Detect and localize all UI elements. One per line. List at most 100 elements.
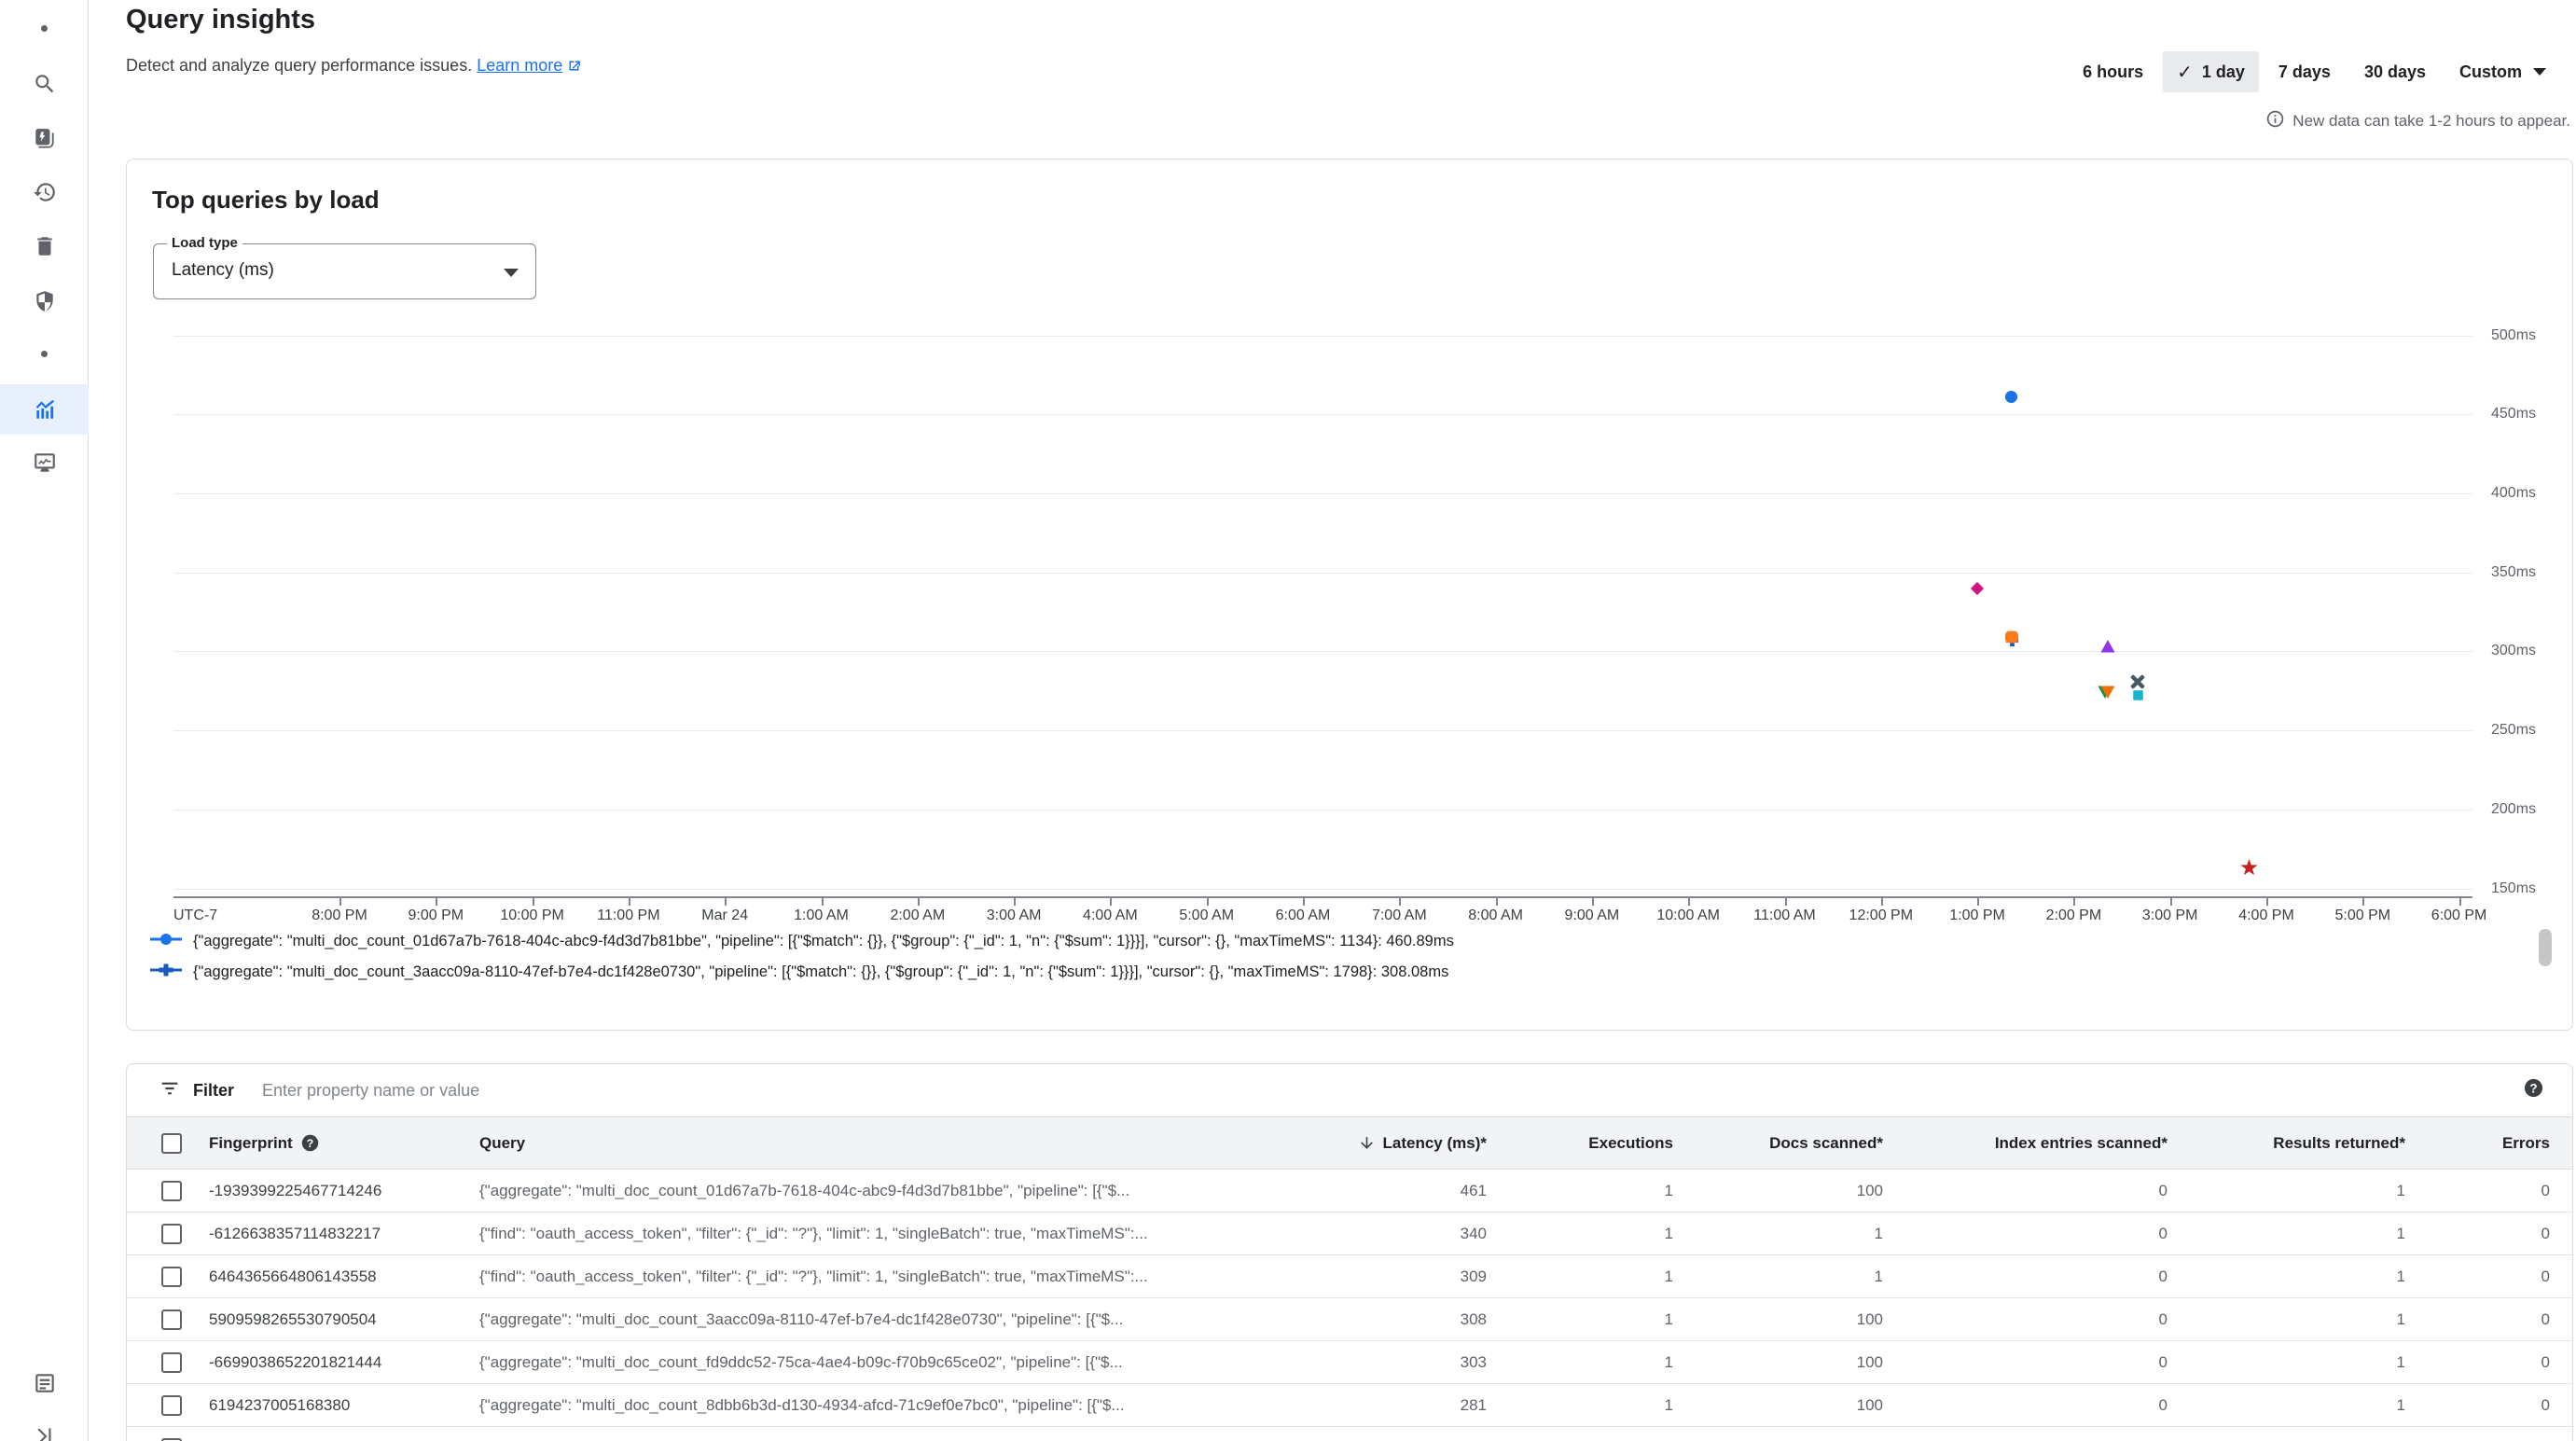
table-row[interactable]: 5909598265530790504 {"aggregate": "multi… <box>127 1298 2572 1341</box>
x-axis-label: Mar 24 <box>701 908 749 923</box>
sidebar-item-insights-chart-selected[interactable] <box>0 384 89 435</box>
load-type-value: Latency (ms) <box>172 260 274 280</box>
data-point-triangle-down[interactable] <box>2100 685 2115 700</box>
x-axis-label: 4:00 AM <box>1083 908 1138 923</box>
filter-help-icon[interactable]: ? <box>2523 1077 2544 1103</box>
col-results-returned[interactable]: Results returned* <box>2273 1133 2405 1152</box>
data-point-x[interactable] <box>2130 674 2145 689</box>
x-axis-label: 5:00 AM <box>1179 908 1235 923</box>
sidebar-item-flash-document[interactable] <box>0 114 89 164</box>
x-axis-label: 2:00 PM <box>2045 908 2102 923</box>
sidebar-item-trash[interactable] <box>0 221 89 271</box>
sidebar-item-expand-panel[interactable] <box>0 1411 89 1441</box>
filter-input[interactable] <box>262 1080 2510 1101</box>
table-row[interactable]: -6126638357114832217 {"find": "oauth_acc… <box>127 1212 2572 1255</box>
query-cell: {"find": "oauth_access_token", "filter":… <box>479 1267 1148 1285</box>
x-tick <box>628 898 630 906</box>
row-checkbox[interactable] <box>161 1394 182 1416</box>
docs-scanned-cell: 1 <box>1874 1224 1883 1242</box>
dot-icon <box>41 24 48 32</box>
insights-chart-icon <box>35 399 54 419</box>
sidebar-item-dot <box>0 328 89 379</box>
history-icon <box>33 183 55 201</box>
row-checkbox[interactable] <box>161 1437 182 1441</box>
sidebar-item-monitoring[interactable] <box>0 437 89 488</box>
chart-title: Top queries by load <box>152 186 380 214</box>
y-axis-label: 400ms <box>2491 484 2537 501</box>
time-range-7-days[interactable]: 7 days <box>2278 62 2331 81</box>
executions-cell: 1 <box>1664 1181 1673 1199</box>
data-point-circle[interactable] <box>2004 390 2018 404</box>
time-range-30-days[interactable]: 30 days <box>2363 62 2426 81</box>
latency-cell: 461 <box>1460 1181 1487 1199</box>
data-point-square[interactable] <box>2132 689 2144 701</box>
row-checkbox[interactable] <box>161 1309 182 1330</box>
svg-text:?: ? <box>306 1137 312 1150</box>
executions-cell: 1 <box>1664 1224 1673 1242</box>
fingerprint-cell: -6126638357114832217 <box>209 1224 381 1242</box>
gridline <box>173 888 2472 890</box>
col-errors[interactable]: Errors <box>2501 1133 2550 1152</box>
select-all-checkbox[interactable] <box>161 1132 182 1154</box>
col-query[interactable]: Query <box>479 1133 526 1152</box>
legend-scrollbar[interactable] <box>2539 929 2552 966</box>
x-tick <box>1591 898 1594 906</box>
data-point-diamond[interactable] <box>1970 581 1985 596</box>
col-index-entries[interactable]: Index entries scanned* <box>1994 1133 2167 1152</box>
table-row[interactable]: -1939399225467714246 {"aggregate": "mult… <box>127 1170 2572 1212</box>
flash-document-icon <box>35 129 54 148</box>
col-latency[interactable]: Latency (ms)* <box>1319 1134 1487 1153</box>
x-tick <box>725 898 727 906</box>
row-checkbox[interactable] <box>161 1223 182 1244</box>
legend-marker-icon <box>150 963 182 982</box>
sidebar-item-history[interactable] <box>0 167 89 217</box>
x-tick <box>2169 898 2172 906</box>
gridline <box>173 492 2472 494</box>
x-axis-label: 10:00 PM <box>500 908 564 923</box>
col-docs-scanned[interactable]: Docs scanned* <box>1769 1133 1883 1152</box>
docs-scanned-cell: 1 <box>1874 1267 1883 1285</box>
legend-item[interactable]: {"aggregate": "multi_doc_count_01d67a7b-… <box>150 926 2519 957</box>
query-cell: {"aggregate": "multi_doc_count_3aacc09a-… <box>479 1309 1124 1328</box>
x-tick <box>436 898 438 906</box>
gridline <box>173 335 2472 337</box>
table-row[interactable]: 6194237005168380 {"aggregate": "multi_do… <box>127 1384 2572 1427</box>
legend-item[interactable]: {"aggregate": "multi_doc_count_3aacc09a-… <box>150 957 2519 988</box>
fingerprint-cell: 6194237005168380 <box>209 1395 351 1414</box>
time-range-custom[interactable]: Custom <box>2445 51 2560 92</box>
data-point-triangle-up[interactable] <box>2100 639 2115 654</box>
results-returned-cell: 1 <box>2396 1395 2405 1414</box>
col-fingerprint[interactable]: Fingerprint? <box>209 1133 479 1153</box>
sidebar-item-search[interactable] <box>0 59 89 109</box>
data-point-square-rounded[interactable] <box>2004 630 2019 644</box>
x-tick <box>821 898 824 906</box>
table-row[interactable]: 6464365664806143558 {"find": "oauth_acce… <box>127 1255 2572 1298</box>
learn-more-link[interactable]: Learn more <box>477 56 582 75</box>
time-range-1-day[interactable]: ✓ 1 day <box>2163 51 2259 92</box>
x-axis-label: 9:00 PM <box>408 908 464 923</box>
y-axis-label: 500ms <box>2491 326 2537 343</box>
sidebar-item-release-notes[interactable] <box>0 1358 89 1408</box>
row-checkbox[interactable] <box>161 1180 182 1201</box>
x-tick <box>2458 898 2461 906</box>
table-row[interactable]: -8295002236194316765 {"aggregate": "mult… <box>127 1427 2572 1441</box>
sidebar-item-shield[interactable] <box>0 276 89 326</box>
y-axis-label: 200ms <box>2491 800 2537 817</box>
latency-cell: 309 <box>1460 1267 1487 1285</box>
gridline <box>173 651 2472 653</box>
row-checkbox[interactable] <box>161 1351 182 1373</box>
query-cell: {"aggregate": "multi_doc_count_daa97cb4-… <box>479 1439 1319 1441</box>
data-point-star[interactable] <box>2240 859 2258 877</box>
filter-icon <box>159 1078 180 1103</box>
fingerprint-cell: -6699038652201821444 <box>209 1352 382 1371</box>
table-row[interactable]: -6699038652201821444 {"aggregate": "mult… <box>127 1341 2572 1384</box>
x-tick <box>1880 898 1883 906</box>
load-type-select[interactable]: Load type Latency (ms) <box>153 235 536 299</box>
x-tick <box>532 898 534 906</box>
col-executions[interactable]: Executions <box>1588 1133 1673 1152</box>
time-range-6-hours[interactable]: 6 hours <box>2083 62 2144 81</box>
y-axis-label: 250ms <box>2491 722 2537 739</box>
info-note-text: New data can take 1-2 hours to appear. <box>2292 112 2570 130</box>
errors-cell: 0 <box>2541 1224 2550 1242</box>
row-checkbox[interactable] <box>161 1266 182 1287</box>
